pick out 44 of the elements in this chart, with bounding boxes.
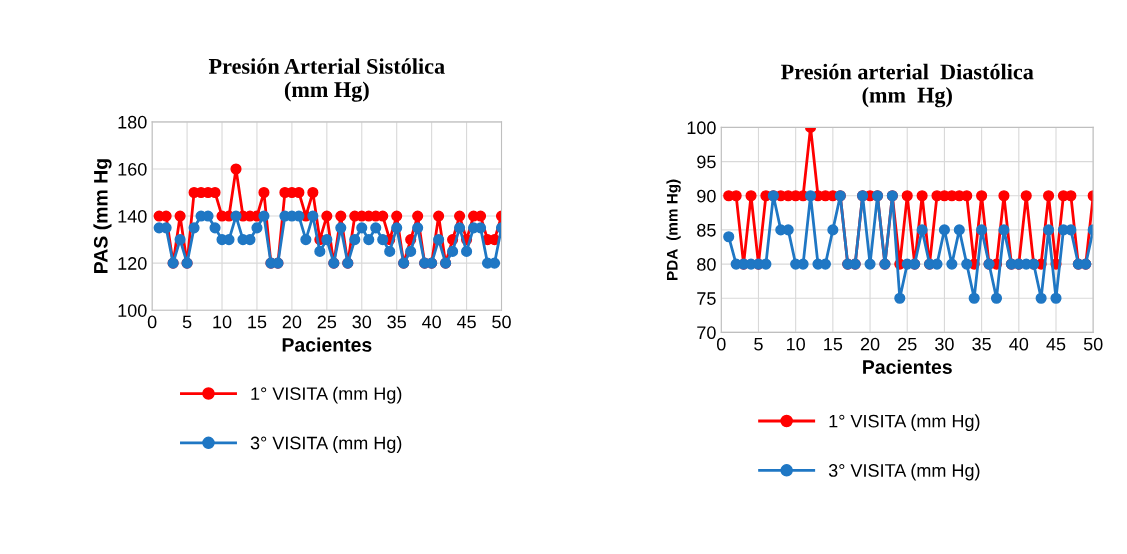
x-axis-title: Pacientes (282, 337, 372, 352)
x-tick-label: 25 (898, 337, 917, 351)
x-tick-label: 50 (1083, 337, 1103, 351)
x-axis-title: Pacientes (863, 359, 952, 374)
y-axis-title: PDA (mm Hg) (666, 179, 681, 280)
y-tick-label: 100 (118, 304, 147, 317)
legend-label: 1° VISITA (mm Hg) (829, 414, 980, 432)
x-tick-label: 15 (824, 337, 843, 351)
y-tick-label: 160 (118, 162, 147, 176)
x-tick-label: 25 (317, 315, 337, 329)
x-tick-label: 35 (387, 315, 406, 329)
y-tick-label: 70 (697, 326, 716, 340)
x-tick-label: 10 (213, 315, 232, 329)
y-tick-label: 80 (697, 258, 716, 271)
x-tick-label: 0 (716, 337, 726, 351)
x-tick-label: 5 (182, 315, 192, 329)
y-tick-label: 120 (118, 257, 147, 270)
legend-label: 3° VISITA (mm Hg) (250, 436, 402, 453)
x-tick-label: 35 (972, 337, 991, 351)
legend-label: 3° VISITA (mm Hg) (828, 463, 980, 481)
y-tick-label: 140 (118, 209, 147, 223)
x-tick-label: 30 (352, 315, 372, 329)
x-tick-label: 30 (935, 337, 954, 351)
legend-label: 1° VISITA (mm Hg) (251, 386, 402, 404)
x-tick-label: 45 (456, 315, 476, 329)
y-tick-label: 100 (687, 121, 716, 135)
x-tick-label: 15 (248, 315, 267, 329)
x-tick-label: 0 (147, 315, 157, 329)
chart-title: Presión arterial Diastólica (mm Hg) (780, 63, 1034, 108)
x-tick-label: 20 (860, 337, 880, 351)
y-tick-label: 180 (118, 115, 147, 129)
x-tick-label: 45 (1046, 337, 1066, 351)
y-tick-label: 95 (697, 155, 716, 169)
y-axis-title: PAS (mm Hg (93, 159, 112, 273)
x-tick-label: 40 (1009, 337, 1029, 351)
x-tick-label: 40 (422, 315, 441, 329)
chart-title: Presión Arterial Sistólica (mm Hg) (208, 58, 445, 102)
y-tick-label: 90 (697, 189, 716, 203)
x-tick-label: 20 (282, 315, 302, 329)
y-tick-label: 75 (697, 292, 716, 305)
y-tick-label: 85 (697, 223, 716, 237)
x-tick-label: 50 (492, 315, 511, 329)
x-tick-label: 10 (787, 337, 805, 351)
x-tick-label: 5 (754, 337, 763, 351)
